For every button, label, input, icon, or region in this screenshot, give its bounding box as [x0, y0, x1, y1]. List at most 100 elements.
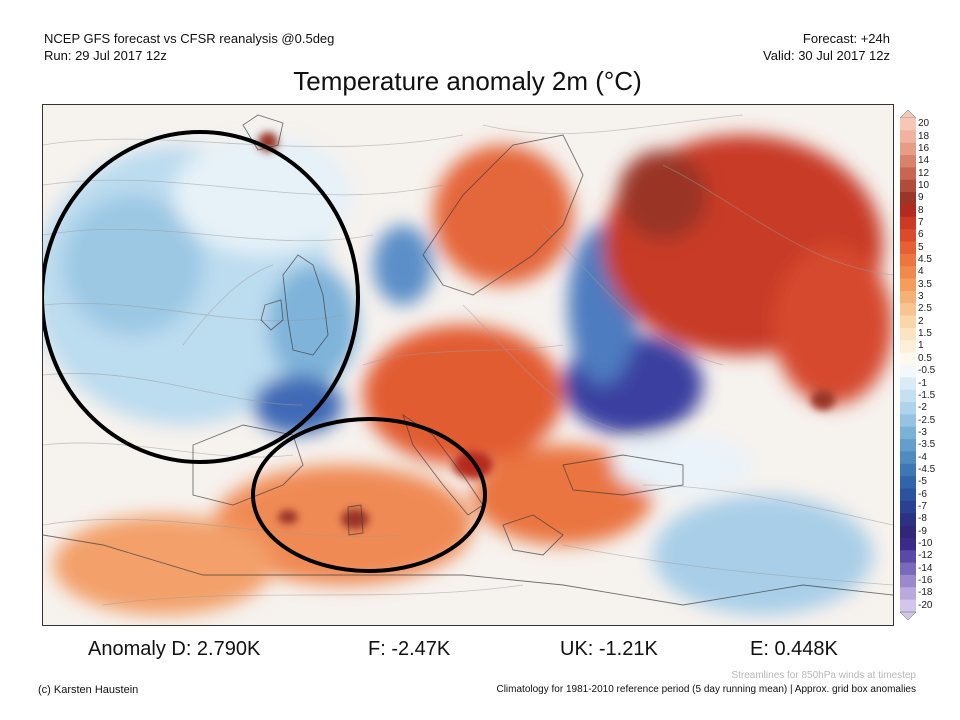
colorbar-tick-label: 1.5 [918, 328, 932, 340]
colorbar-tick-label: -2.5 [918, 414, 936, 426]
colorbar-tick-label: 3 [918, 291, 924, 303]
colorbar-segment [900, 525, 916, 539]
colorbar-tick-label: -5 [918, 476, 927, 488]
colorbar-tick-label: 4 [918, 266, 924, 278]
streamline [102, 584, 524, 606]
colorbar-tick-label: -1.5 [918, 389, 936, 401]
colorbar-tick-label: -6 [918, 488, 927, 500]
colorbar-segment [900, 550, 916, 563]
header-right: Forecast: +24h Valid: 30 Jul 2017 12z [763, 30, 890, 64]
highlight-circle-atlantic [43, 130, 360, 464]
colorbar-segment [900, 414, 916, 428]
streamline [43, 442, 294, 458]
colorbar-tick-label: -2 [918, 402, 927, 414]
colorbar-tick-label: 8 [918, 204, 924, 216]
colorbar-segment [900, 204, 916, 218]
streamline [43, 134, 464, 148]
colorbar-svg [900, 110, 916, 620]
colorbar-segment [900, 315, 916, 329]
colorbar-tick-label: 2.5 [918, 303, 932, 315]
colorbar-segment [900, 451, 916, 465]
colorbar-tick-label: 2 [918, 315, 924, 327]
colorbar-tick-label: -1 [918, 377, 927, 389]
stat-f: F: -2.47K [368, 638, 451, 660]
streamline [182, 264, 274, 346]
colorbar-segment [900, 476, 916, 489]
colorbar-tick-label: -3 [918, 426, 927, 438]
wind-streamlines [43, 114, 893, 606]
streamline [43, 228, 374, 242]
anomaly-scandinavia [433, 145, 573, 285]
colorbar-segment [900, 562, 916, 576]
colorbar-tick-label: -16 [918, 575, 933, 587]
forecast-lead: Forecast: +24h [802, 31, 890, 46]
colorbar-tick-label: -10 [918, 538, 933, 550]
colorbar-tick-label: 6 [918, 229, 924, 241]
coastline-italy [402, 413, 484, 516]
coastline-great-britain [282, 254, 329, 356]
anomaly-map [42, 104, 894, 626]
coastline-north-africa [43, 534, 893, 606]
coastline-scandinavia [422, 134, 584, 296]
colorbar-segment [900, 574, 916, 588]
colorbar-segment [900, 402, 916, 415]
colorbar-tick-label: 1 [918, 340, 924, 352]
coastline-iceland [242, 114, 284, 151]
stat-d: Anomaly D: 2.790K [88, 638, 261, 660]
colorbar-segment [900, 266, 916, 279]
colorbar-segment [900, 513, 916, 526]
anomaly-north-africa [53, 515, 273, 615]
colorbar-segment [900, 389, 916, 403]
stat-e: E: 0.448K [750, 638, 838, 660]
streamline [542, 224, 724, 366]
colorbar-segment [900, 241, 916, 255]
run-time: Run: 29 Jul 2017 12z [44, 48, 167, 63]
anomaly-atlantic-core [63, 195, 203, 335]
colorbar-max-arrow [900, 110, 916, 119]
coastline-sardinia [347, 504, 364, 536]
valid-time: Valid: 30 Jul 2017 12z [763, 48, 890, 63]
colorbar-tick-label: -0.5 [918, 365, 936, 377]
anomaly-italy-hot [453, 451, 493, 479]
coastline-black-sea [562, 454, 684, 496]
colorbar-segment [900, 229, 916, 242]
colorbar-tick-label: 18 [918, 130, 930, 142]
colorbar-tick-label: 12 [918, 167, 930, 179]
anomaly-norway-cool [373, 225, 433, 305]
map-title: Temperature anomaly 2m (°C) [293, 66, 642, 96]
streamline [662, 164, 893, 276]
anomaly-middle-east-cool [653, 495, 873, 615]
colorbar-tick-label: 3.5 [918, 278, 932, 290]
colorbar-segment [900, 537, 916, 551]
anomaly-russia-core [618, 150, 708, 240]
colorbar-segment [900, 179, 916, 193]
highlight-circle-mediterranean [251, 417, 487, 573]
colorbar-segment [900, 303, 916, 316]
colorbar-segment [900, 365, 916, 378]
colorbar-segment [900, 155, 916, 168]
climatology-note: Climatology for 1981-2010 reference peri… [496, 684, 916, 695]
colorbar-tick-label: -8 [918, 513, 927, 525]
colorbar-tick-label: -4 [918, 451, 927, 463]
model-description: NCEP GFS forecast vs CFSR reanalysis @0.… [44, 31, 335, 46]
colorbar-segment [900, 587, 916, 601]
anomaly-kazakh-hot [811, 390, 835, 410]
colorbar-tick-label: 10 [918, 179, 930, 191]
colorbar-segment [900, 352, 916, 366]
anomaly-stats: Anomaly D: 2.790K F: -2.47K UK: -1.21K E… [0, 638, 960, 662]
colorbar-segment [900, 488, 916, 502]
anomaly-algeria-hot [278, 510, 298, 524]
anomaly-uk [268, 265, 358, 385]
colorbar-tick-label: 4.5 [918, 254, 932, 266]
colorbar-tick-label: -3.5 [918, 439, 936, 451]
coastlines [43, 114, 893, 606]
colorbar-segment [900, 426, 916, 440]
colorbar-segment [900, 599, 916, 613]
colorbar-segment [900, 167, 916, 181]
anomaly-field [43, 135, 893, 615]
coastline-greece [502, 514, 564, 556]
colorbar-segment [900, 142, 916, 156]
streamline [462, 304, 644, 436]
colorbar-tick-label: 16 [918, 142, 930, 154]
colorbar-segment [900, 463, 916, 477]
